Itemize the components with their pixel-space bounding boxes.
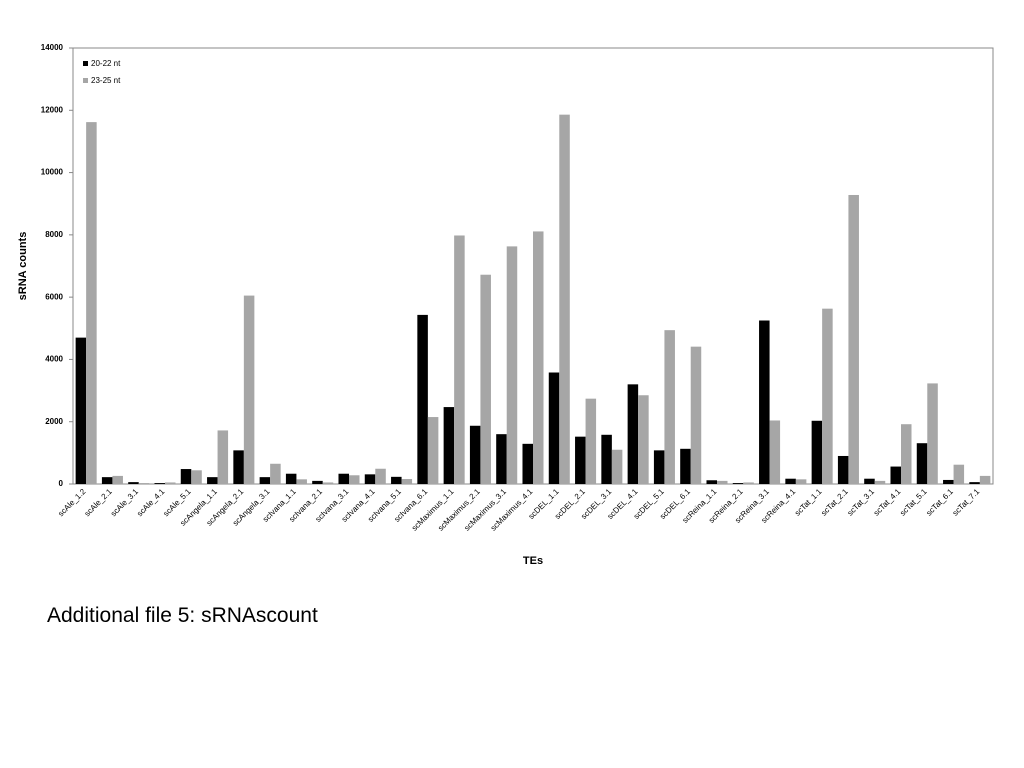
bar [969, 482, 980, 484]
bar [75, 337, 87, 484]
bar [690, 346, 702, 484]
bar [296, 479, 307, 484]
bar [454, 235, 465, 484]
bar [795, 479, 807, 484]
y-tick-label: 0 [59, 479, 64, 488]
bar [638, 395, 649, 484]
bar [548, 372, 560, 484]
bar [270, 463, 281, 484]
bar [469, 425, 481, 484]
bar [391, 476, 402, 484]
bar [233, 450, 244, 484]
x-tick-label: scTat_5.1 [898, 487, 929, 518]
y-tick-label: 14000 [41, 43, 64, 52]
bar [979, 475, 991, 484]
bar [480, 274, 491, 484]
bar [927, 383, 938, 484]
bar [874, 480, 886, 484]
bar [259, 477, 271, 484]
bar [627, 384, 639, 484]
x-tick-label: scTat_7.1 [951, 487, 982, 518]
bar [575, 436, 586, 484]
bar [217, 430, 229, 484]
bar [533, 231, 544, 484]
bar [943, 479, 954, 484]
bar [916, 443, 928, 484]
bar [243, 295, 255, 484]
bar [191, 470, 202, 484]
x-tick-label: scTat_3.1 [846, 487, 877, 518]
legend-label: 20-22 nt [91, 59, 121, 68]
bar [285, 473, 297, 484]
y-tick-label: 12000 [41, 105, 64, 114]
bar [732, 483, 744, 484]
x-tick-label: scTat_1.1 [793, 487, 824, 518]
bar [322, 482, 334, 484]
bar [112, 475, 123, 484]
bar [953, 464, 965, 484]
bar [349, 475, 360, 484]
bar [312, 480, 323, 484]
bar [375, 468, 386, 484]
bar [427, 417, 439, 484]
bar [848, 194, 859, 484]
bar [743, 482, 754, 484]
bar [165, 482, 176, 484]
bar [653, 450, 665, 484]
y-axis-label: sRNA counts [17, 232, 29, 301]
bar [338, 473, 349, 484]
bar [364, 474, 376, 484]
bar [585, 398, 597, 484]
bar [769, 420, 781, 484]
y-tick-label: 2000 [45, 417, 63, 426]
bar [759, 320, 770, 484]
legend-label: 23-25 nt [91, 76, 121, 85]
bar [207, 477, 218, 484]
bar [680, 448, 691, 484]
y-tick-label: 10000 [41, 168, 64, 177]
x-tick-label: scTat_4.1 [872, 487, 903, 518]
bar [890, 466, 901, 484]
bar [864, 478, 875, 484]
bar [822, 308, 833, 484]
bar [128, 482, 139, 484]
bar [180, 469, 192, 484]
legend-swatch [83, 61, 88, 66]
caption: Additional file 5: sRNAscount [47, 604, 318, 627]
legend-swatch [83, 78, 88, 83]
bar [811, 420, 823, 484]
bar [506, 246, 518, 484]
bar [601, 434, 612, 484]
bar [154, 483, 165, 484]
bar [785, 478, 796, 484]
bar [101, 477, 113, 484]
bar [86, 122, 97, 485]
x-axis-label: TEs [523, 555, 543, 567]
bar [417, 314, 428, 484]
bar [706, 480, 717, 484]
bar [559, 114, 570, 484]
y-tick-label: 6000 [45, 292, 63, 301]
bar [496, 434, 507, 484]
bar [522, 443, 533, 484]
bar [443, 407, 455, 484]
y-tick-label: 8000 [45, 230, 63, 239]
x-tick-label: scTat_2.1 [819, 487, 850, 518]
bar [138, 483, 150, 484]
x-tick-label: scTat_6.1 [924, 487, 955, 518]
bar [664, 330, 675, 484]
y-tick-label: 4000 [45, 355, 63, 364]
bar [901, 424, 912, 484]
bar [837, 455, 849, 484]
bar [401, 479, 413, 484]
bar [611, 449, 623, 484]
bar [717, 480, 728, 484]
